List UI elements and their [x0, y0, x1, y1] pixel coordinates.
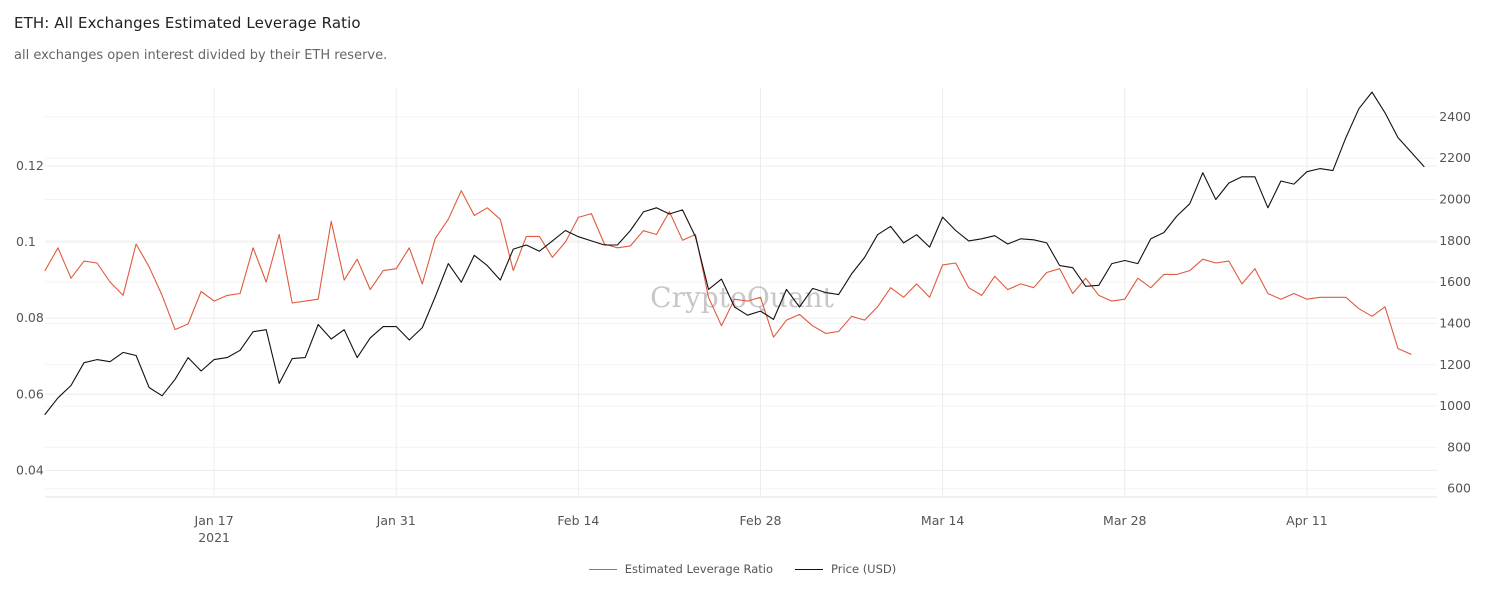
- series-layer: [44, 91, 1425, 415]
- left-tick-label: 0.08: [16, 310, 44, 325]
- legend-label-leverage: Estimated Leverage Ratio: [624, 562, 773, 576]
- right-tick-label: 800: [1447, 439, 1471, 454]
- chart-subtitle: all exchanges open interest divided by t…: [14, 48, 388, 63]
- left-tick-label: 0.06: [16, 386, 44, 401]
- right-tick-label: 1000: [1439, 398, 1471, 413]
- grid: [45, 88, 1437, 498]
- right-tick-label: 1200: [1439, 357, 1471, 372]
- leverage-ratio-line: [44, 190, 1412, 355]
- right-tick-label: 1600: [1439, 274, 1471, 289]
- x-year-label: 2021: [198, 530, 230, 545]
- legend-swatch-price: [794, 568, 823, 570]
- right-tick-label: 2400: [1439, 109, 1471, 124]
- x-tick-label: Apr 11: [1286, 513, 1328, 528]
- watermark-text: CryptoQuant: [650, 281, 834, 314]
- x-tick-label: Feb 28: [740, 513, 782, 528]
- left-tick-label: 0.12: [16, 158, 44, 173]
- legend-swatch-leverage: [588, 568, 617, 570]
- legend-item-leverage[interactable]: Estimated Leverage Ratio: [588, 562, 773, 576]
- chart-title: ETH: All Exchanges Estimated Leverage Ra…: [14, 14, 361, 32]
- x-tick-label: Mar 28: [1103, 513, 1147, 528]
- x-axis: Jan 17 2021 Jan 31 Feb 14 Feb 28 Mar 14 Mar 28…: [194, 513, 1328, 545]
- right-axis: 600 800 1000 1200 1400 1600 1800 2000 2200 2400: [1439, 109, 1471, 496]
- x-tick-label: Jan 17: [194, 513, 234, 528]
- right-tick-label: 2200: [1439, 150, 1471, 165]
- x-tick-label: Mar 14: [921, 513, 965, 528]
- left-tick-label: 0.1: [16, 234, 36, 249]
- left-tick-label: 0.04: [16, 462, 44, 477]
- legend-label-price: Price (USD): [830, 562, 897, 576]
- right-tick-label: 2000: [1439, 192, 1471, 207]
- right-tick-label: 1400: [1439, 315, 1471, 330]
- left-axis: 0.04 0.06 0.08 0.1 0.12: [16, 158, 44, 477]
- price-line: [44, 91, 1425, 415]
- x-tick-label: Feb 14: [557, 513, 599, 528]
- x-tick-label: Jan 31: [376, 513, 416, 528]
- right-tick-label: 1800: [1439, 233, 1471, 248]
- legend: Estimated Leverage Ratio Price (USD): [0, 562, 1485, 576]
- legend-item-price[interactable]: Price (USD): [794, 562, 897, 576]
- right-tick-label: 600: [1447, 481, 1471, 496]
